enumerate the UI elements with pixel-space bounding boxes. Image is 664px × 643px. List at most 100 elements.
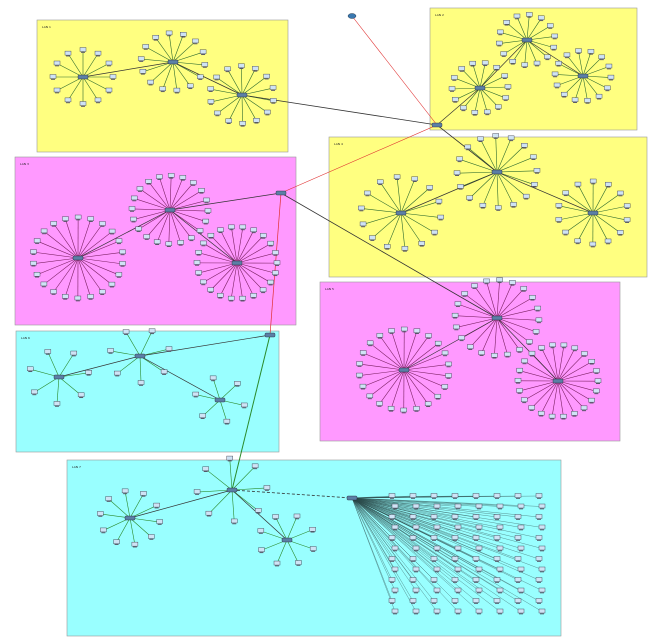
link bbox=[457, 171, 498, 174]
pc bbox=[356, 361, 363, 366]
pc bbox=[496, 503, 504, 509]
link bbox=[351, 497, 522, 570]
link bbox=[557, 353, 585, 382]
pc-base bbox=[516, 560, 520, 562]
pc bbox=[239, 224, 247, 230]
pc-base bbox=[503, 99, 508, 101]
pc-base bbox=[240, 229, 245, 231]
pc-base bbox=[517, 372, 522, 374]
pc bbox=[251, 463, 259, 469]
link bbox=[351, 497, 396, 549]
pc-base bbox=[455, 305, 460, 307]
pc-base bbox=[591, 183, 596, 185]
pc bbox=[451, 598, 459, 603]
pc bbox=[269, 85, 277, 90]
link bbox=[403, 364, 449, 371]
pc bbox=[484, 109, 491, 115]
pc-base bbox=[150, 333, 155, 335]
pc bbox=[369, 235, 376, 240]
pc bbox=[366, 393, 374, 399]
pc bbox=[496, 524, 504, 530]
link bbox=[241, 94, 268, 113]
pc-base bbox=[536, 322, 541, 324]
pc bbox=[580, 405, 588, 411]
pc-base bbox=[251, 232, 256, 234]
pc bbox=[478, 350, 485, 355]
pc-base bbox=[519, 571, 523, 573]
pc-base bbox=[261, 237, 266, 239]
pc bbox=[517, 608, 525, 614]
pc bbox=[40, 281, 48, 287]
pc bbox=[454, 608, 462, 614]
pc-base bbox=[516, 539, 520, 541]
pc-base bbox=[96, 102, 100, 104]
pc-base bbox=[522, 363, 527, 365]
pc bbox=[617, 230, 624, 235]
pc bbox=[560, 342, 568, 348]
pc-base bbox=[551, 49, 556, 51]
link bbox=[578, 51, 584, 77]
link bbox=[351, 497, 540, 560]
link bbox=[552, 345, 559, 382]
link bbox=[557, 361, 592, 382]
pc-base bbox=[510, 284, 515, 286]
link bbox=[231, 489, 353, 499]
pc bbox=[451, 75, 458, 80]
pc-base bbox=[537, 602, 541, 604]
switch bbox=[53, 374, 65, 380]
link bbox=[496, 308, 538, 319]
pc bbox=[40, 228, 48, 234]
pc bbox=[250, 227, 257, 233]
pc-base bbox=[63, 220, 68, 222]
pc bbox=[517, 524, 525, 530]
pc bbox=[504, 84, 512, 89]
link bbox=[557, 380, 585, 409]
pc-base bbox=[377, 337, 382, 339]
pc bbox=[454, 503, 462, 509]
pc-base bbox=[265, 114, 270, 116]
link bbox=[577, 184, 594, 214]
pc-base bbox=[226, 122, 231, 124]
pc-base bbox=[539, 349, 544, 351]
pc bbox=[267, 279, 274, 285]
pc-base bbox=[390, 518, 394, 520]
pc-base bbox=[240, 300, 245, 302]
pc-base bbox=[504, 24, 509, 26]
pc bbox=[356, 372, 363, 378]
switch bbox=[214, 397, 226, 403]
pc-base bbox=[31, 253, 36, 255]
link bbox=[198, 262, 238, 274]
link bbox=[400, 201, 440, 214]
pc bbox=[509, 59, 517, 64]
pc bbox=[452, 97, 459, 102]
pc-base bbox=[456, 592, 460, 594]
pc bbox=[605, 63, 613, 69]
pc-base bbox=[115, 375, 120, 377]
pc bbox=[49, 74, 57, 79]
pc bbox=[238, 63, 245, 68]
link bbox=[241, 68, 256, 96]
link bbox=[516, 16, 528, 41]
pc bbox=[50, 221, 57, 226]
pc bbox=[433, 503, 441, 509]
pc bbox=[309, 546, 317, 551]
pc bbox=[131, 541, 139, 547]
link bbox=[403, 353, 446, 371]
pc bbox=[31, 389, 38, 395]
pc bbox=[388, 328, 395, 333]
pc bbox=[105, 496, 112, 501]
pc bbox=[448, 86, 456, 91]
pc bbox=[165, 241, 173, 246]
pc bbox=[483, 278, 490, 284]
link bbox=[403, 369, 449, 377]
pc-base bbox=[472, 287, 477, 289]
link bbox=[133, 209, 171, 220]
pc-base bbox=[204, 202, 209, 204]
pc bbox=[74, 214, 82, 220]
pc bbox=[263, 485, 271, 490]
pc-base bbox=[432, 234, 437, 236]
pc-base bbox=[106, 92, 111, 94]
link bbox=[82, 76, 99, 101]
pc bbox=[152, 35, 159, 40]
pc bbox=[30, 260, 37, 266]
